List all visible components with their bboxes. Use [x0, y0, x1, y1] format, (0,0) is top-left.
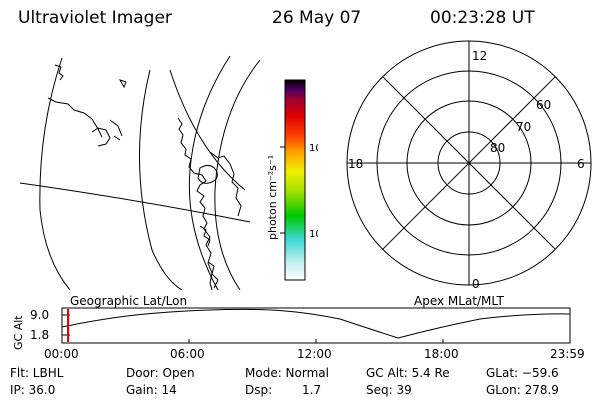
longitude-line	[139, 69, 183, 290]
latitude-arc	[188, 55, 231, 290]
filter-info: Flt: LBHL	[10, 366, 64, 380]
mode-info: Mode: Normal	[245, 366, 329, 380]
time-tick-label: 00:00	[44, 347, 79, 361]
glat-info: GLat: −59.6	[486, 366, 559, 380]
geographic-caption: Geographic Lat/Lon	[70, 294, 188, 308]
dsp-value: 1.7	[302, 383, 322, 397]
dsp-label: Dsp:	[245, 383, 273, 397]
time-tick-label: 23:59	[550, 347, 585, 361]
color-bar	[284, 79, 306, 281]
time-label: 00:23:28 UT	[430, 8, 535, 28]
mlt-label-18: 18	[348, 157, 363, 171]
lat-label-70: 70	[516, 120, 531, 134]
longitude-line	[39, 57, 71, 290]
latitude-arc	[169, 69, 246, 191]
date-label: 26 May 07	[272, 8, 362, 28]
color-scale: 100 10 photon cm⁻²s⁻¹	[266, 79, 318, 281]
colorbar-tick-label: 100	[309, 143, 318, 154]
mlt-label-12: 12	[472, 49, 487, 63]
lat-label-60: 60	[536, 98, 551, 112]
altitude-axis-label: GC Alt	[12, 315, 25, 350]
coastline	[197, 164, 218, 184]
gc-alt-info: GC Alt: 5.4 Re	[366, 366, 450, 380]
altitude-trace	[61, 308, 571, 339]
geographic-map	[19, 55, 260, 290]
latitude-line	[19, 182, 251, 223]
coastline	[47, 64, 123, 147]
coastline	[177, 117, 213, 290]
altitude-tick-max: 9.0	[30, 308, 49, 322]
instrument-title: Ultraviolet Imager	[18, 8, 172, 28]
latitude-arc	[214, 59, 260, 290]
time-tick-label: 12:00	[297, 347, 332, 361]
altitude-frame	[61, 307, 571, 344]
gain-info: Gain: 14	[126, 383, 177, 397]
glon-info: GLon: 278.9	[486, 383, 559, 397]
coastline	[118, 79, 127, 89]
lat-label-80: 80	[490, 141, 505, 155]
mlt-label-0: 0	[472, 277, 480, 291]
polar-plot: 12 18 6 0 60 70 80	[346, 40, 592, 291]
apex-caption: Apex MLat/MLT	[414, 294, 504, 308]
mlt-diagonal	[382, 76, 556, 250]
altitude-strip: GC Alt 9.0 1.8 00:00 06:00 12:00 18:00 2…	[12, 307, 585, 361]
door-info: Door: Open	[126, 366, 195, 380]
coastline	[207, 261, 219, 289]
coastline	[209, 151, 242, 217]
ip-info: IP: 36.0	[10, 383, 56, 397]
colorbar-unit-label: photon cm⁻²s⁻¹	[266, 155, 279, 240]
mlt-label-6: 6	[577, 157, 585, 171]
altitude-tick-min: 1.8	[30, 328, 49, 342]
time-tick-label: 06:00	[170, 347, 205, 361]
seq-info: Seq: 39	[366, 383, 412, 397]
colorbar-tick-label: 10	[309, 229, 318, 240]
time-tick-label: 18:00	[424, 347, 459, 361]
coastline	[199, 225, 211, 247]
